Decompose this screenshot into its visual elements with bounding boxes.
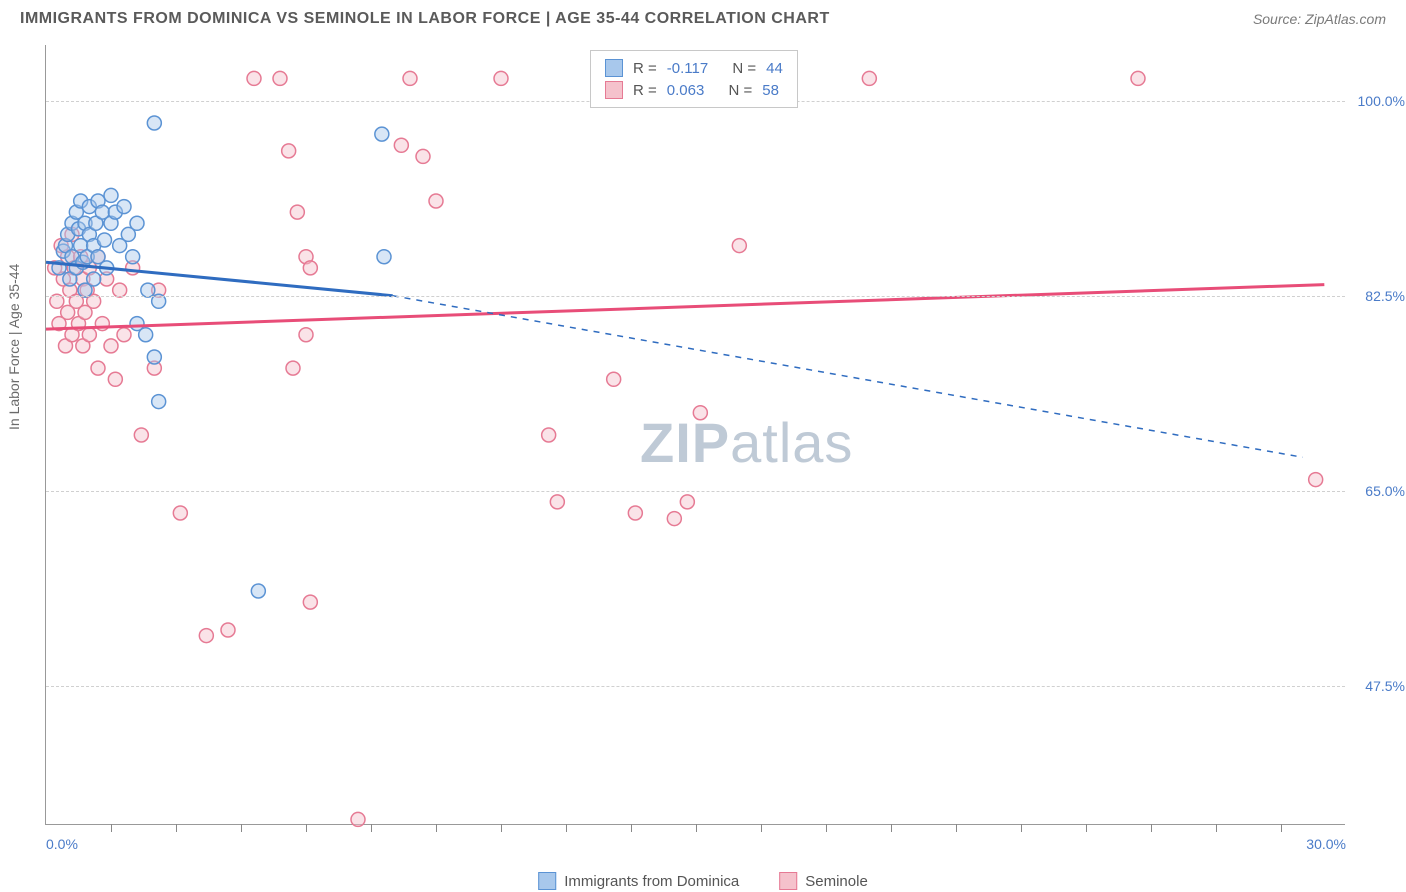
stats-swatch-a [605, 59, 623, 77]
stats-swatch-b [605, 81, 623, 99]
x-tick-label: 30.0% [1306, 836, 1346, 852]
x-tick [111, 824, 112, 832]
legend-swatch-a [538, 872, 556, 890]
stats-row: R = 0.063 N = 58 [605, 79, 783, 101]
x-tick [1086, 824, 1087, 832]
scatter-svg [46, 45, 1345, 824]
x-tick [826, 824, 827, 832]
y-axis-label: In Labor Force | Age 35-44 [6, 264, 22, 430]
y-tick-label: 100.0% [1358, 93, 1405, 109]
x-tick [306, 824, 307, 832]
x-tick [696, 824, 697, 832]
x-tick [1151, 824, 1152, 832]
legend-item-a: Immigrants from Dominica [538, 872, 739, 890]
grid-line [46, 686, 1345, 687]
n-value-b: 58 [762, 82, 779, 99]
grid-line [46, 491, 1345, 492]
x-tick [241, 824, 242, 832]
x-tick [891, 824, 892, 832]
x-tick [631, 824, 632, 832]
chart-title: IMMIGRANTS FROM DOMINICA VS SEMINOLE IN … [20, 10, 830, 28]
chart-source: Source: ZipAtlas.com [1253, 11, 1386, 27]
stats-row: R = -0.117 N = 44 [605, 57, 783, 79]
grid-line [46, 296, 1345, 297]
y-tick-label: 82.5% [1365, 288, 1405, 304]
x-tick [436, 824, 437, 832]
plot-area: 47.5%65.0%82.5%100.0%0.0%30.0% [45, 45, 1345, 825]
x-tick [371, 824, 372, 832]
x-tick [501, 824, 502, 832]
x-tick [1021, 824, 1022, 832]
x-tick [1281, 824, 1282, 832]
y-tick-label: 47.5% [1365, 678, 1405, 694]
y-tick-label: 65.0% [1365, 483, 1405, 499]
n-value-a: 44 [766, 60, 783, 77]
legend-item-b: Seminole [779, 872, 868, 890]
x-tick-label: 0.0% [46, 836, 78, 852]
bottom-legend: Immigrants from Dominica Seminole [538, 872, 868, 890]
x-tick [176, 824, 177, 832]
correlation-stats-box: R = -0.117 N = 44 R = 0.063 N = 58 [590, 50, 798, 108]
x-tick [761, 824, 762, 832]
r-value-b: 0.063 [667, 82, 705, 99]
x-tick [956, 824, 957, 832]
x-tick [566, 824, 567, 832]
x-tick [1216, 824, 1217, 832]
r-value-a: -0.117 [667, 60, 708, 77]
chart-header: IMMIGRANTS FROM DOMINICA VS SEMINOLE IN … [0, 0, 1406, 38]
legend-swatch-b [779, 872, 797, 890]
